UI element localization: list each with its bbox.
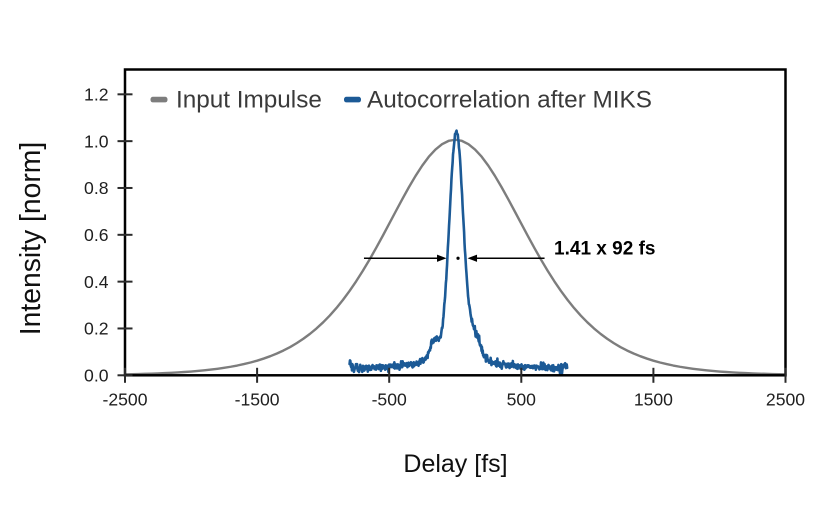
tick-marks (117, 93, 787, 383)
y-tick-label: 0.2 (84, 319, 108, 339)
y-tick-label: 0.0 (84, 366, 109, 386)
legend-label-input-impulse: Input Impulse (176, 87, 322, 114)
x-tick-label: 2500 (766, 390, 805, 410)
axes-frame (123, 68, 787, 377)
legend-label-autocorrelation: Autocorrelation after MIKS (367, 87, 652, 114)
autocorrelation-curve (348, 129, 569, 375)
fwhm-annotation: 1.41 x 92 fs (363, 238, 655, 262)
y-tick-label: 1.2 (84, 85, 108, 105)
x-axis-title: Delay [fs] (403, 450, 507, 478)
y-axis-title: Intensity [norm] (14, 142, 46, 335)
fwhm-arrow-right-head (467, 254, 478, 262)
fwhm-arrow-left-head (437, 254, 447, 262)
legend-swatch-autocorrelation (344, 96, 361, 103)
y-tick-label: 0.6 (84, 225, 109, 245)
fwhm-annotation-label: 1.41 x 92 fs (554, 238, 655, 259)
x-tick-label: 1500 (634, 390, 673, 410)
y-tick-label: 0.8 (84, 178, 109, 198)
x-tick-label: 500 (507, 390, 537, 410)
legend: Input Impulse Autocorrelation after MIKS (150, 87, 652, 114)
x-tick-label: -1500 (235, 390, 280, 410)
y-tick-label: 1.0 (84, 131, 109, 151)
x-tick-label: -500 (372, 390, 407, 410)
legend-swatch-input-impulse (150, 96, 168, 103)
y-tick-label: 0.4 (84, 272, 109, 292)
x-tick-label: -2500 (103, 390, 148, 410)
input-impulse-curve (123, 138, 787, 376)
tick-labels: -2500 -1500 -500 500 1500 2500 0.0 0.2 0.4 0.6 0.8… (84, 85, 805, 410)
fwhm-center-dot (456, 256, 460, 260)
curves-layer (123, 129, 787, 376)
plot-border (123, 68, 787, 377)
